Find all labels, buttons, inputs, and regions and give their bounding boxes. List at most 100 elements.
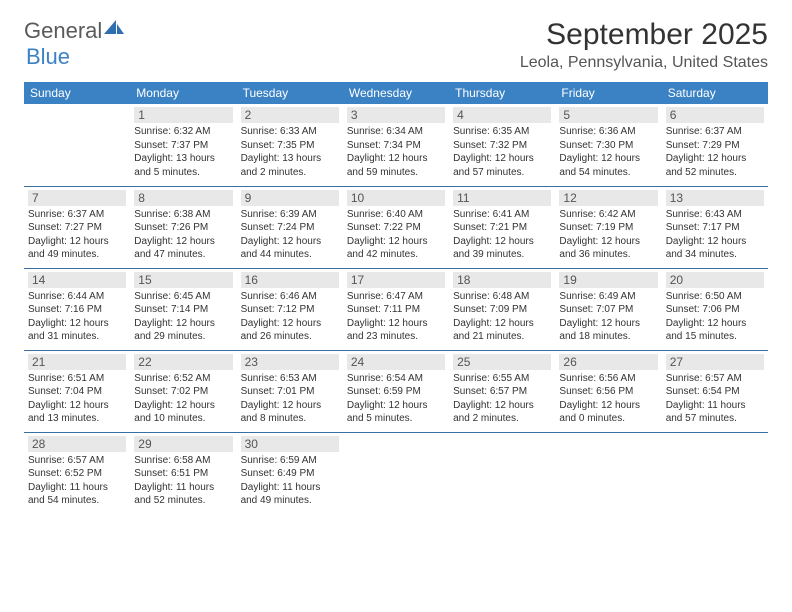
sunset-text: Sunset: 6:52 PM <box>28 467 126 481</box>
calendar-cell: 11Sunrise: 6:41 AMSunset: 7:21 PMDayligh… <box>449 186 555 268</box>
sunset-text: Sunset: 7:11 PM <box>347 303 445 317</box>
sunrise-text: Sunrise: 6:32 AM <box>134 125 232 139</box>
sunset-text: Sunset: 7:17 PM <box>666 221 764 235</box>
daylight-text: Daylight: 11 hours and 57 minutes. <box>666 399 764 426</box>
sunset-text: Sunset: 6:54 PM <box>666 385 764 399</box>
sunset-text: Sunset: 6:59 PM <box>347 385 445 399</box>
calendar-cell: 27Sunrise: 6:57 AMSunset: 6:54 PMDayligh… <box>662 350 768 432</box>
weekday-header: Friday <box>555 82 661 104</box>
day-details: Sunrise: 6:37 AMSunset: 7:29 PMDaylight:… <box>666 125 764 179</box>
sunrise-text: Sunrise: 6:42 AM <box>559 208 657 222</box>
calendar-cell: 19Sunrise: 6:49 AMSunset: 7:07 PMDayligh… <box>555 268 661 350</box>
day-details: Sunrise: 6:40 AMSunset: 7:22 PMDaylight:… <box>347 208 445 262</box>
weekday-header: Tuesday <box>237 82 343 104</box>
day-details: Sunrise: 6:55 AMSunset: 6:57 PMDaylight:… <box>453 372 551 426</box>
day-number: 18 <box>453 272 551 288</box>
day-details: Sunrise: 6:36 AMSunset: 7:30 PMDaylight:… <box>559 125 657 179</box>
sunrise-text: Sunrise: 6:38 AM <box>134 208 232 222</box>
daylight-text: Daylight: 12 hours and 15 minutes. <box>666 317 764 344</box>
sunrise-text: Sunrise: 6:45 AM <box>134 290 232 304</box>
daylight-text: Daylight: 12 hours and 26 minutes. <box>241 317 339 344</box>
weekday-header: Wednesday <box>343 82 449 104</box>
daylight-text: Daylight: 12 hours and 10 minutes. <box>134 399 232 426</box>
day-number: 24 <box>347 354 445 370</box>
weekday-header: Saturday <box>662 82 768 104</box>
day-details: Sunrise: 6:46 AMSunset: 7:12 PMDaylight:… <box>241 290 339 344</box>
calendar-body: 1Sunrise: 6:32 AMSunset: 7:37 PMDaylight… <box>24 104 768 514</box>
calendar-cell: 7Sunrise: 6:37 AMSunset: 7:27 PMDaylight… <box>24 186 130 268</box>
sunset-text: Sunset: 6:51 PM <box>134 467 232 481</box>
weekday-header: Monday <box>130 82 236 104</box>
sunset-text: Sunset: 7:27 PM <box>28 221 126 235</box>
sunrise-text: Sunrise: 6:58 AM <box>134 454 232 468</box>
sunrise-text: Sunrise: 6:40 AM <box>347 208 445 222</box>
calendar-cell: 25Sunrise: 6:55 AMSunset: 6:57 PMDayligh… <box>449 350 555 432</box>
sunrise-text: Sunrise: 6:57 AM <box>28 454 126 468</box>
day-details: Sunrise: 6:38 AMSunset: 7:26 PMDaylight:… <box>134 208 232 262</box>
calendar-cell: 28Sunrise: 6:57 AMSunset: 6:52 PMDayligh… <box>24 432 130 514</box>
day-details: Sunrise: 6:33 AMSunset: 7:35 PMDaylight:… <box>241 125 339 179</box>
calendar-cell: 15 Sunrise: 6:45 AMSunset: 7:14 PMDayligh… <box>130 268 236 350</box>
sunrise-text: Sunrise: 6:55 AM <box>453 372 551 386</box>
day-details: Sunrise: 6:32 AMSunset: 7:37 PMDaylight:… <box>134 125 232 179</box>
sunrise-text: Sunrise: 6:43 AM <box>666 208 764 222</box>
sunset-text: Sunset: 6:49 PM <box>241 467 339 481</box>
sunrise-text: Sunrise: 6:50 AM <box>666 290 764 304</box>
calendar-cell: 20 Sunrise: 6:50 AMSunset: 7:06 PMDayligh… <box>662 268 768 350</box>
day-number: 17 <box>347 272 445 288</box>
sunset-text: Sunset: 7:30 PM <box>559 139 657 153</box>
calendar-cell: 30Sunrise: 6:59 AMSunset: 6:49 PMDayligh… <box>237 432 343 514</box>
daylight-text: Daylight: 12 hours and 29 minutes. <box>134 317 232 344</box>
sunset-text: Sunset: 6:56 PM <box>559 385 657 399</box>
day-number: 15 <box>134 272 232 288</box>
sunset-text: Sunset: 7:06 PM <box>666 303 764 317</box>
calendar-cell: 21Sunrise: 6:51 AMSunset: 7:04 PMDayligh… <box>24 350 130 432</box>
day-number: 10 <box>347 190 445 206</box>
sunset-text: Sunset: 7:19 PM <box>559 221 657 235</box>
weekday-header-row: Sunday Monday Tuesday Wednesday Thursday… <box>24 82 768 104</box>
sunset-text: Sunset: 7:21 PM <box>453 221 551 235</box>
daylight-text: Daylight: 11 hours and 49 minutes. <box>241 481 339 508</box>
day-number: 26 <box>559 354 657 370</box>
day-number: 16 <box>241 272 339 288</box>
calendar-cell: 22Sunrise: 6:52 AMSunset: 7:02 PMDayligh… <box>130 350 236 432</box>
calendar-cell: 5Sunrise: 6:36 AMSunset: 7:30 PMDaylight… <box>555 104 661 186</box>
calendar-row: 14Sunrise: 6:44 AMSunset: 7:16 PMDayligh… <box>24 268 768 350</box>
sunset-text: Sunset: 7:12 PM <box>241 303 339 317</box>
daylight-text: Daylight: 12 hours and 42 minutes. <box>347 235 445 262</box>
sunset-text: Sunset: 7:16 PM <box>28 303 126 317</box>
daylight-text: Daylight: 12 hours and 36 minutes. <box>559 235 657 262</box>
day-number: 7 <box>28 190 126 206</box>
page-header: General Blue September 2025 Leola, Penns… <box>24 18 768 72</box>
daylight-text: Daylight: 11 hours and 52 minutes. <box>134 481 232 508</box>
calendar-cell: 9Sunrise: 6:39 AMSunset: 7:24 PMDaylight… <box>237 186 343 268</box>
day-number: 20 <box>666 272 764 288</box>
calendar-cell: 3Sunrise: 6:34 AMSunset: 7:34 PMDaylight… <box>343 104 449 186</box>
daylight-text: Daylight: 12 hours and 13 minutes. <box>28 399 126 426</box>
daylight-text: Daylight: 13 hours and 2 minutes. <box>241 152 339 179</box>
calendar-cell: 2Sunrise: 6:33 AMSunset: 7:35 PMDaylight… <box>237 104 343 186</box>
sunset-text: Sunset: 7:37 PM <box>134 139 232 153</box>
sunrise-text: Sunrise: 6:49 AM <box>559 290 657 304</box>
logo-text: General Blue <box>24 18 126 70</box>
day-number: 8 <box>134 190 232 206</box>
day-details: Sunrise: 6:51 AMSunset: 7:04 PMDaylight:… <box>28 372 126 426</box>
calendar-cell: 14Sunrise: 6:44 AMSunset: 7:16 PMDayligh… <box>24 268 130 350</box>
day-details: Sunrise: 6:59 AMSunset: 6:49 PMDaylight:… <box>241 454 339 508</box>
day-details: Sunrise: 6:39 AMSunset: 7:24 PMDaylight:… <box>241 208 339 262</box>
day-details: Sunrise: 6:45 AMSunset: 7:14 PMDaylight:… <box>134 290 232 344</box>
day-number: 6 <box>666 107 764 123</box>
day-details: Sunrise: 6:41 AMSunset: 7:21 PMDaylight:… <box>453 208 551 262</box>
sunset-text: Sunset: 7:14 PM <box>134 303 232 317</box>
sunset-text: Sunset: 7:02 PM <box>134 385 232 399</box>
sunrise-text: Sunrise: 6:47 AM <box>347 290 445 304</box>
sunrise-text: Sunrise: 6:37 AM <box>666 125 764 139</box>
logo-sail-icon <box>102 18 126 36</box>
day-number: 29 <box>134 436 232 452</box>
sunset-text: Sunset: 7:24 PM <box>241 221 339 235</box>
calendar-cell <box>24 104 130 186</box>
day-details: Sunrise: 6:49 AMSunset: 7:07 PMDaylight:… <box>559 290 657 344</box>
sunset-text: Sunset: 6:57 PM <box>453 385 551 399</box>
daylight-text: Daylight: 12 hours and 57 minutes. <box>453 152 551 179</box>
day-number: 14 <box>28 272 126 288</box>
